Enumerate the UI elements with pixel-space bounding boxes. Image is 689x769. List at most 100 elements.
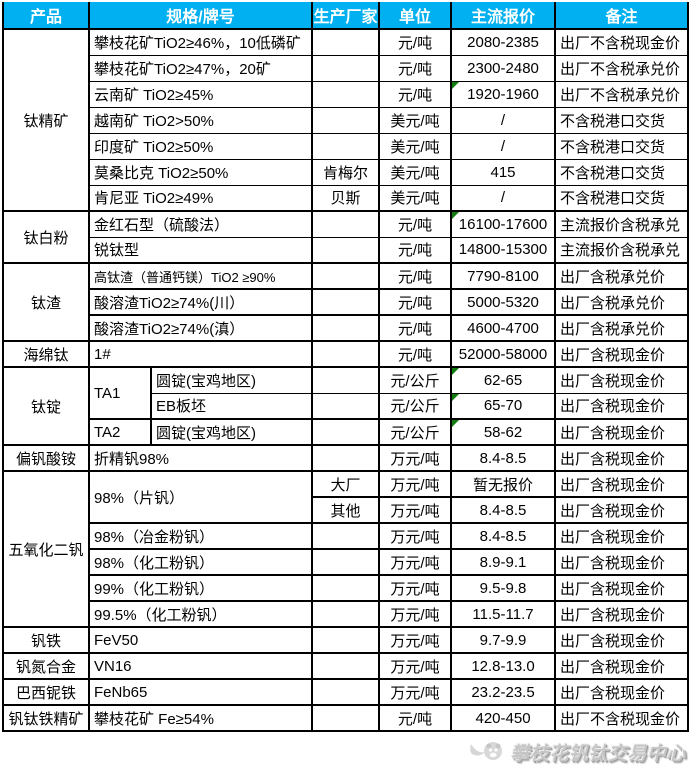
- note-cell: 出厂含税现金价: [554, 626, 689, 654]
- note-cell: 出厂含税现金价: [554, 444, 689, 472]
- note-cell: 主流报价含税承兑: [554, 236, 689, 264]
- manufacturer-cell: [311, 418, 381, 446]
- note-cell: 出厂含税现金价: [554, 574, 689, 602]
- manufacturer-cell: [311, 366, 381, 394]
- green-triangle-icon: [453, 213, 460, 219]
- table-row: 肯尼亚 TiO2≥49% 贝斯 美元/吨 / 不含税港口交货: [3, 184, 689, 212]
- spec-cell: 折精钒98%: [87, 444, 314, 472]
- product-cell: 钒氮合金: [2, 652, 90, 680]
- note-cell: 出厂不含税现金价: [554, 704, 689, 732]
- price-cell: 4600-4700: [450, 314, 557, 342]
- exchange-logo-icon: [470, 741, 503, 760]
- manufacturer-cell: [311, 314, 381, 342]
- table-row: 99%（化工粉钒） 万元/吨 9.5-9.8 出厂含税现金价: [3, 574, 689, 602]
- price-value: 9.7-9.9: [479, 631, 527, 649]
- price-cell: 2080-2385: [450, 28, 557, 56]
- price-cell: 420-450: [450, 704, 557, 732]
- grade-cell: TA1: [88, 366, 152, 420]
- note-cell: 出厂不含税现金价: [554, 28, 689, 56]
- unit-cell: 美元/吨: [378, 158, 453, 186]
- price-value: 23.2-23.5: [471, 683, 535, 701]
- price-value: 2300-2480: [467, 59, 539, 77]
- note-cell: 出厂含税现金价: [554, 548, 689, 576]
- manufacturer-cell: [311, 444, 381, 472]
- table-row: 钛白粉 金红石型（硫酸法） 元/吨 16100-17600 主流报价含税承兑: [2, 210, 689, 264]
- col-header-price: 主流报价: [450, 2, 557, 30]
- price-cell: 11.5-11.7: [450, 600, 557, 628]
- col-header-manufacturer: 生产厂家: [311, 2, 381, 30]
- manufacturer-cell: [311, 340, 381, 368]
- spec-cell: 圆锭(宝鸡地区): [149, 418, 314, 446]
- note-cell: 出厂含税现金价: [554, 652, 689, 680]
- note-cell: 不含税港口交货: [554, 106, 689, 134]
- note-cell: 出厂不含税承兑价: [554, 80, 689, 108]
- note-cell: 出厂含税现金价: [554, 522, 689, 550]
- spec-cell: EB板坯: [149, 392, 314, 420]
- unit-cell: 万元/吨: [378, 678, 453, 706]
- table-row: 攀枝花矿TiO2≥47%，20矿 元/吨 2300-2480 出厂不含税承兑价: [3, 54, 689, 82]
- note-cell: 出厂含税现金价: [554, 366, 689, 394]
- unit-cell: 元/公斤: [378, 418, 453, 446]
- note-cell: 出厂含税现金价: [554, 340, 689, 368]
- spec-cell: 越南矿 TiO2>50%: [87, 106, 314, 134]
- price-cell: 1920-1960: [450, 80, 557, 108]
- table-row: 云南矿 TiO2≥45% 元/吨 1920-1960 出厂不含税承兑价: [3, 80, 689, 108]
- table-row: 其他 万元/吨 8.4-8.5 出厂含税现金价: [3, 496, 689, 524]
- note-cell: 不含税港口交货: [554, 158, 689, 186]
- table-row: 印度矿 TiO2≥50% 美元/吨 / 不含税港口交货: [3, 132, 689, 160]
- table-row: 巴西铌铁 FeNb65 万元/吨 23.2-23.5 出厂含税现金价: [2, 678, 689, 706]
- unit-cell: 元/吨: [378, 314, 453, 342]
- col-header-unit: 单位: [378, 2, 453, 30]
- price-value: 11.5-11.7: [472, 605, 534, 623]
- price-cell: 8.4-8.5: [450, 444, 557, 472]
- grade-cell: TA2: [88, 418, 152, 446]
- manufacturer-cell: [311, 288, 381, 316]
- price-cell: 52000-58000: [450, 340, 557, 368]
- price-value: 58-62: [483, 423, 523, 441]
- price-value: /: [500, 137, 506, 155]
- header-row: 产品 规格/牌号 生产厂家 单位 主流报价 备注: [2, 2, 689, 30]
- price-table-container: 产品 规格/牌号 生产厂家 单位 主流报价 备注 钛精矿 攀枝花矿TiO2≥46…: [2, 2, 689, 732]
- product-cell: 偏钒酸铵: [2, 444, 90, 472]
- price-value: 8.4-8.5: [479, 449, 527, 467]
- table-row: 五氧化二钒 98%（片钒） 大厂 万元/吨 暂无报价 出厂含税现金价: [2, 470, 689, 628]
- spec-cell: 攀枝花矿TiO2≥47%，20矿: [87, 54, 314, 82]
- price-cell: 7790-8100: [450, 262, 557, 290]
- unit-cell: 美元/吨: [378, 184, 453, 212]
- col-header-note: 备注: [554, 2, 689, 30]
- note-cell: 出厂含税现金价: [554, 496, 689, 524]
- manufacturer-cell: [311, 704, 381, 732]
- product-cell: 海绵钛: [2, 340, 90, 368]
- unit-cell: 元/公斤: [378, 392, 453, 420]
- spec-cell: 云南矿 TiO2≥45%: [87, 80, 314, 108]
- table-row: 海绵钛 1# 元/吨 52000-58000 出厂含税现金价: [2, 340, 689, 368]
- manufacturer-cell: 其他: [311, 496, 381, 524]
- table-row: 钒氮合金 VN16 万元/吨 12.8-13.0 出厂含税现金价: [2, 652, 689, 680]
- price-value: 8.9-9.1: [479, 553, 527, 571]
- watermark: 攀枝花钒钛交易中心: [469, 739, 686, 766]
- manufacturer-cell: [311, 236, 381, 264]
- spec-cell: 酸溶渣TiO2≥74%(川）: [87, 288, 314, 316]
- spec-cell: 高钛渣（普通钙镁）TiO2 ≥90%: [87, 262, 314, 290]
- price-value: 14800-15300: [458, 241, 548, 259]
- price-value: 420-450: [475, 709, 531, 727]
- price-value: 12.8-13.0: [471, 657, 535, 675]
- manufacturer-cell: [311, 28, 381, 56]
- spec-cell: FeV50: [87, 626, 314, 654]
- price-cell: /: [450, 132, 557, 160]
- note-cell: 不含税港口交货: [554, 184, 689, 212]
- table-row: 钒铁 FeV50 万元/吨 9.7-9.9 出厂含税现金价: [2, 626, 689, 654]
- spec-cell: 莫桑比克 TiO2≥50%: [87, 158, 314, 186]
- price-cell: 暂无报价: [450, 470, 557, 498]
- manufacturer-cell: [311, 574, 381, 602]
- spec-cell: 锐钛型: [87, 236, 314, 264]
- price-cell: 16100-17600: [450, 210, 557, 238]
- green-triangle-icon: [453, 421, 460, 427]
- product-cell: 五氧化二钒: [2, 470, 90, 628]
- unit-cell: 万元/吨: [378, 574, 453, 602]
- price-value: 1920-1960: [467, 85, 539, 103]
- price-cell: 9.5-9.8: [450, 574, 557, 602]
- price-value: 2080-2385: [467, 33, 539, 51]
- table-row: 钛锭 TA1 圆锭(宝鸡地区) 元/公斤 62-65 出厂含税现金价: [2, 366, 689, 446]
- manufacturer-cell: 大厂: [311, 470, 381, 498]
